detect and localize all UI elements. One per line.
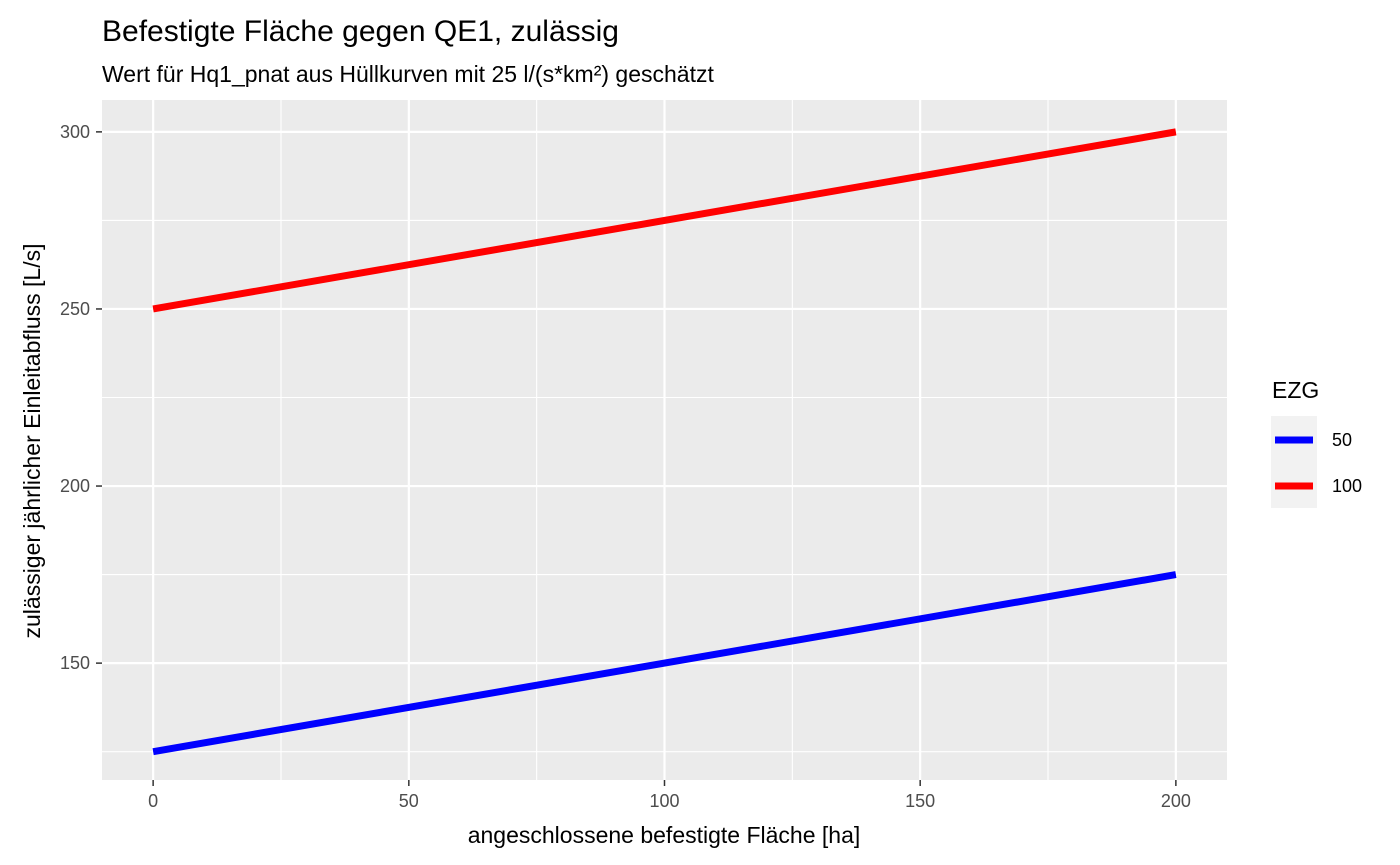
x-tick-label: 50 <box>399 791 419 811</box>
series-line-50 <box>152 571 1177 756</box>
x-tick-label: 200 <box>1161 791 1191 811</box>
x-axis-title: angeschlossene befestigte Fläche [ha] <box>468 822 861 848</box>
legend-title: EZG <box>1272 377 1319 403</box>
y-axis: 150 200 250 300 <box>60 122 102 673</box>
series-layer <box>152 128 1177 756</box>
y-tick-label: 250 <box>60 299 90 319</box>
y-tick-label: 150 <box>60 653 90 673</box>
x-tick-label: 150 <box>905 791 935 811</box>
legend-key-background <box>1271 416 1317 508</box>
chart-title: Befestigte Fläche gegen QE1, zulässig <box>102 15 619 48</box>
x-tick-label: 100 <box>649 791 679 811</box>
y-axis-title: zulässiger jährlicher Einleitabfluss [L/… <box>19 243 45 638</box>
y-tick-label: 300 <box>60 122 90 142</box>
series-line-100 <box>152 128 1177 313</box>
legend-label-50: 50 <box>1332 430 1352 450</box>
x-tick-label: 0 <box>148 791 158 811</box>
x-axis: 0 50 100 150 200 <box>148 780 1191 811</box>
y-tick-label: 200 <box>60 476 90 496</box>
chart-subtitle: Wert für Hq1_pnat aus Hüllkurven mit 25 … <box>102 61 714 87</box>
legend: EZG 50 100 <box>1271 377 1362 508</box>
legend-label-100: 100 <box>1332 476 1362 496</box>
